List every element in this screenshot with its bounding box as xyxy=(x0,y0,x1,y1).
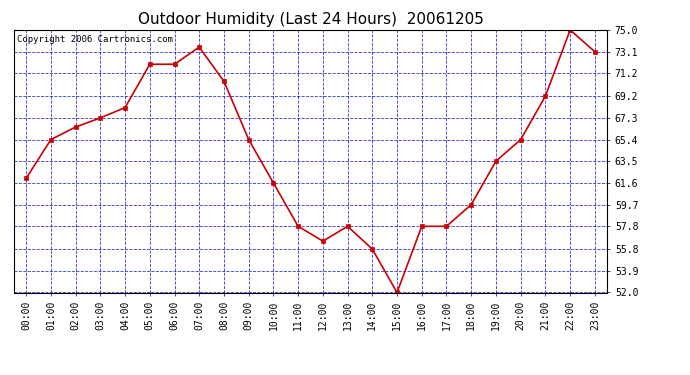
Title: Outdoor Humidity (Last 24 Hours)  20061205: Outdoor Humidity (Last 24 Hours) 2006120… xyxy=(137,12,484,27)
Text: Copyright 2006 Cartronics.com: Copyright 2006 Cartronics.com xyxy=(17,35,172,44)
